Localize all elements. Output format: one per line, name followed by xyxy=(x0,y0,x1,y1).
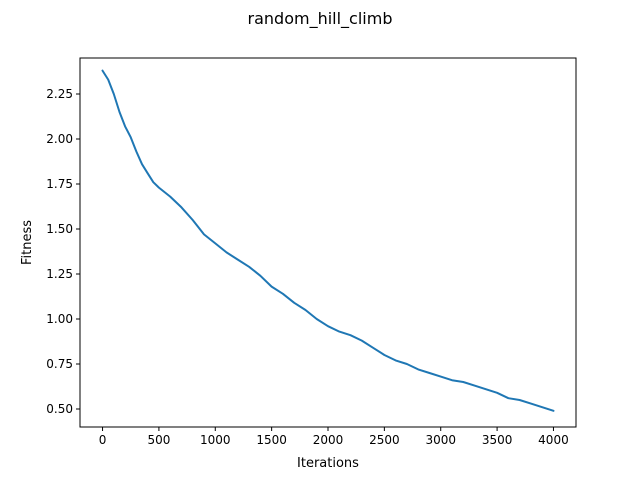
y-tick-label: 1.50 xyxy=(46,222,73,236)
x-tick-label: 1000 xyxy=(200,433,231,447)
x-tick-label: 500 xyxy=(147,433,170,447)
x-tick-label: 1500 xyxy=(256,433,287,447)
y-tick-label: 0.50 xyxy=(46,402,73,416)
series-group xyxy=(101,69,555,412)
y-tick-label: 1.25 xyxy=(46,267,73,281)
x-tick-label: 2000 xyxy=(313,433,344,447)
chart-title: random_hill_climb xyxy=(248,9,393,29)
x-axis: 0 500 1000 1500 2000 2500 3000 3500 4000 xyxy=(99,427,569,447)
y-tick-label: 1.00 xyxy=(46,312,73,326)
x-tick-label: 4000 xyxy=(538,433,569,447)
y-axis-label: Fitness xyxy=(20,220,35,265)
x-tick-label: 0 xyxy=(99,433,107,447)
plot-area xyxy=(79,57,577,428)
y-axis: 0.50 0.75 1.00 1.25 1.50 1.75 2.00 2.25 xyxy=(46,87,80,416)
y-tick-label: 2.25 xyxy=(46,87,73,101)
x-tick-label: 3500 xyxy=(482,433,513,447)
x-tick-label: 3000 xyxy=(425,433,456,447)
y-tick-label: 2.00 xyxy=(46,132,73,146)
y-tick-label: 1.75 xyxy=(46,177,73,191)
fitness-series-line xyxy=(101,69,555,412)
x-axis-label: Iterations xyxy=(297,456,359,471)
x-tick-label: 2500 xyxy=(369,433,400,447)
y-tick-label: 0.75 xyxy=(46,357,73,371)
